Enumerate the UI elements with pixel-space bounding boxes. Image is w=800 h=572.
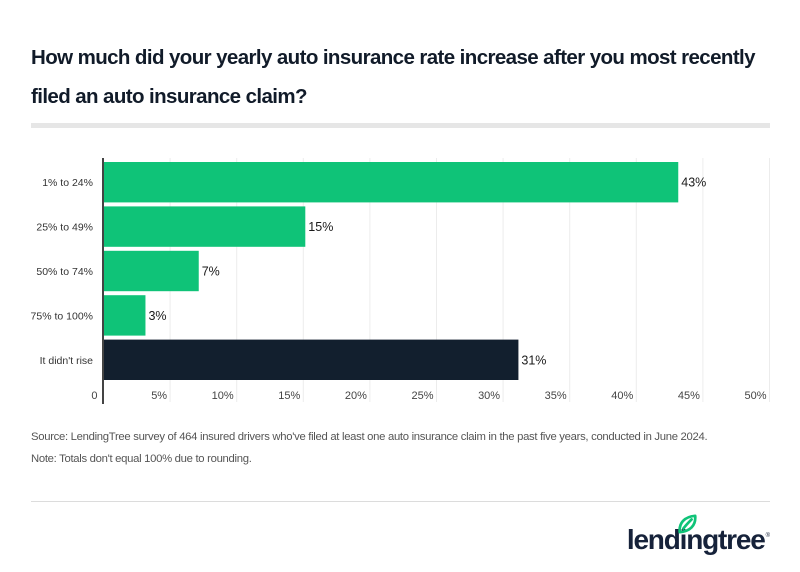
x-tick-label: 35% bbox=[545, 390, 567, 402]
x-tick-label: 15% bbox=[278, 390, 300, 402]
x-tick-label: 0 bbox=[91, 390, 97, 402]
bars bbox=[103, 162, 679, 380]
footnote: Source: LendingTree survey of 464 insure… bbox=[31, 430, 776, 474]
bar bbox=[103, 206, 306, 247]
category-label: 25% to 49% bbox=[36, 222, 93, 234]
data-labels: 43% 15% 7% 3% 31% bbox=[148, 176, 706, 368]
x-tick-label: 40% bbox=[611, 390, 633, 402]
data-label: 15% bbox=[308, 220, 333, 234]
category-labels: 1% to 24% 25% to 49% 50% to 74% 75% to 100%… bbox=[31, 177, 94, 367]
x-tick-label: 25% bbox=[411, 390, 433, 402]
x-tick-label: 50% bbox=[744, 390, 766, 402]
x-tick-label: 20% bbox=[345, 390, 367, 402]
x-tick-label: 10% bbox=[212, 390, 234, 402]
category-label: It didn't rise bbox=[40, 355, 94, 367]
data-label: 7% bbox=[202, 265, 220, 279]
bar bbox=[103, 295, 146, 336]
category-label: 1% to 24% bbox=[42, 177, 93, 189]
logo-wordmark: lendingtree bbox=[626, 524, 766, 555]
data-label: 43% bbox=[681, 176, 706, 190]
data-label: 3% bbox=[148, 309, 166, 323]
category-label: 50% to 74% bbox=[36, 266, 93, 278]
note-text: Note: Totals don't equal 100% due to rou… bbox=[31, 453, 252, 465]
bar-chart: 43% 15% 7% 3% 31% 1% to 24% 25% to 49% 50% to … bbox=[31, 158, 770, 404]
lendingtree-logo: lendingtree ® bbox=[627, 512, 770, 562]
data-label: 31% bbox=[521, 353, 546, 367]
x-tick-labels: 0 5% 10% 15% 20% 25% 30% 35% 40% 45% 50% bbox=[91, 390, 766, 402]
chart-title: How much did your yearly auto insurance … bbox=[31, 46, 756, 108]
source-text: Source: LendingTree survey of 464 insure… bbox=[31, 431, 708, 443]
category-label: 75% to 100% bbox=[31, 310, 93, 322]
bar bbox=[103, 250, 199, 292]
bar bbox=[103, 162, 679, 203]
x-tick-label: 30% bbox=[478, 390, 500, 402]
x-tick-label: 45% bbox=[678, 390, 700, 402]
logo-word-block: lendingtree bbox=[626, 512, 766, 556]
bar bbox=[103, 339, 519, 380]
registered-mark: ® bbox=[765, 533, 770, 539]
x-tick-label: 5% bbox=[151, 390, 167, 402]
title-divider bbox=[31, 123, 770, 128]
footer-divider bbox=[31, 501, 770, 502]
leaf-icon bbox=[678, 514, 697, 534]
